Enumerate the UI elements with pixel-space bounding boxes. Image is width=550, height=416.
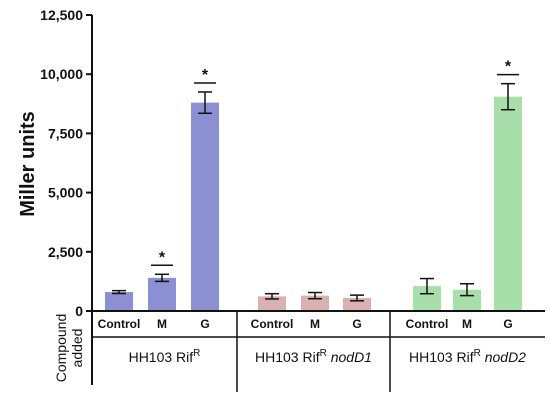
- y-tick-label: 2,500: [48, 244, 83, 260]
- bar: [148, 277, 176, 311]
- bar: [258, 296, 286, 311]
- category-label: G: [352, 317, 361, 331]
- y-tick-label: 10,000: [40, 66, 83, 82]
- y-tick-label: 12,500: [40, 7, 83, 23]
- y-tick-label: 0: [75, 303, 83, 319]
- y-tick-label: 7,500: [48, 125, 83, 141]
- group-label: HH103 RifR nodD2: [409, 348, 526, 365]
- bar: [301, 295, 329, 311]
- bar: [105, 292, 133, 311]
- row-label-line-2: added: [69, 329, 85, 368]
- category-label: Control: [251, 317, 294, 331]
- y-tick-label: 5,000: [48, 185, 83, 201]
- bars: * * *: [105, 59, 522, 311]
- group-labels: HH103 RifR HH103 RifR nodD1 HH103 RifR nod…: [129, 348, 527, 365]
- category-labels: Control M G Control M G Control M G: [98, 317, 513, 331]
- category-label: Control: [406, 317, 449, 331]
- significance-star: *: [505, 59, 512, 76]
- y-axis-ticks: 0 2,500 5,000 7,500 10,000 12,500: [40, 7, 92, 319]
- category-label: M: [310, 317, 320, 331]
- y-axis-label: Miller units: [17, 111, 39, 217]
- group-label: HH103 RifR: [129, 348, 201, 365]
- category-label: M: [462, 317, 472, 331]
- category-label: Control: [98, 317, 141, 331]
- category-label: M: [157, 317, 167, 331]
- category-label: G: [200, 317, 209, 331]
- significance-star: *: [202, 67, 209, 84]
- bar: [494, 96, 522, 311]
- group-label: HH103 RifR nodD1: [255, 348, 372, 365]
- row-label-line-1: Compound: [53, 314, 69, 383]
- bar: [191, 102, 219, 311]
- significance-star: *: [159, 249, 166, 266]
- category-label: G: [503, 317, 512, 331]
